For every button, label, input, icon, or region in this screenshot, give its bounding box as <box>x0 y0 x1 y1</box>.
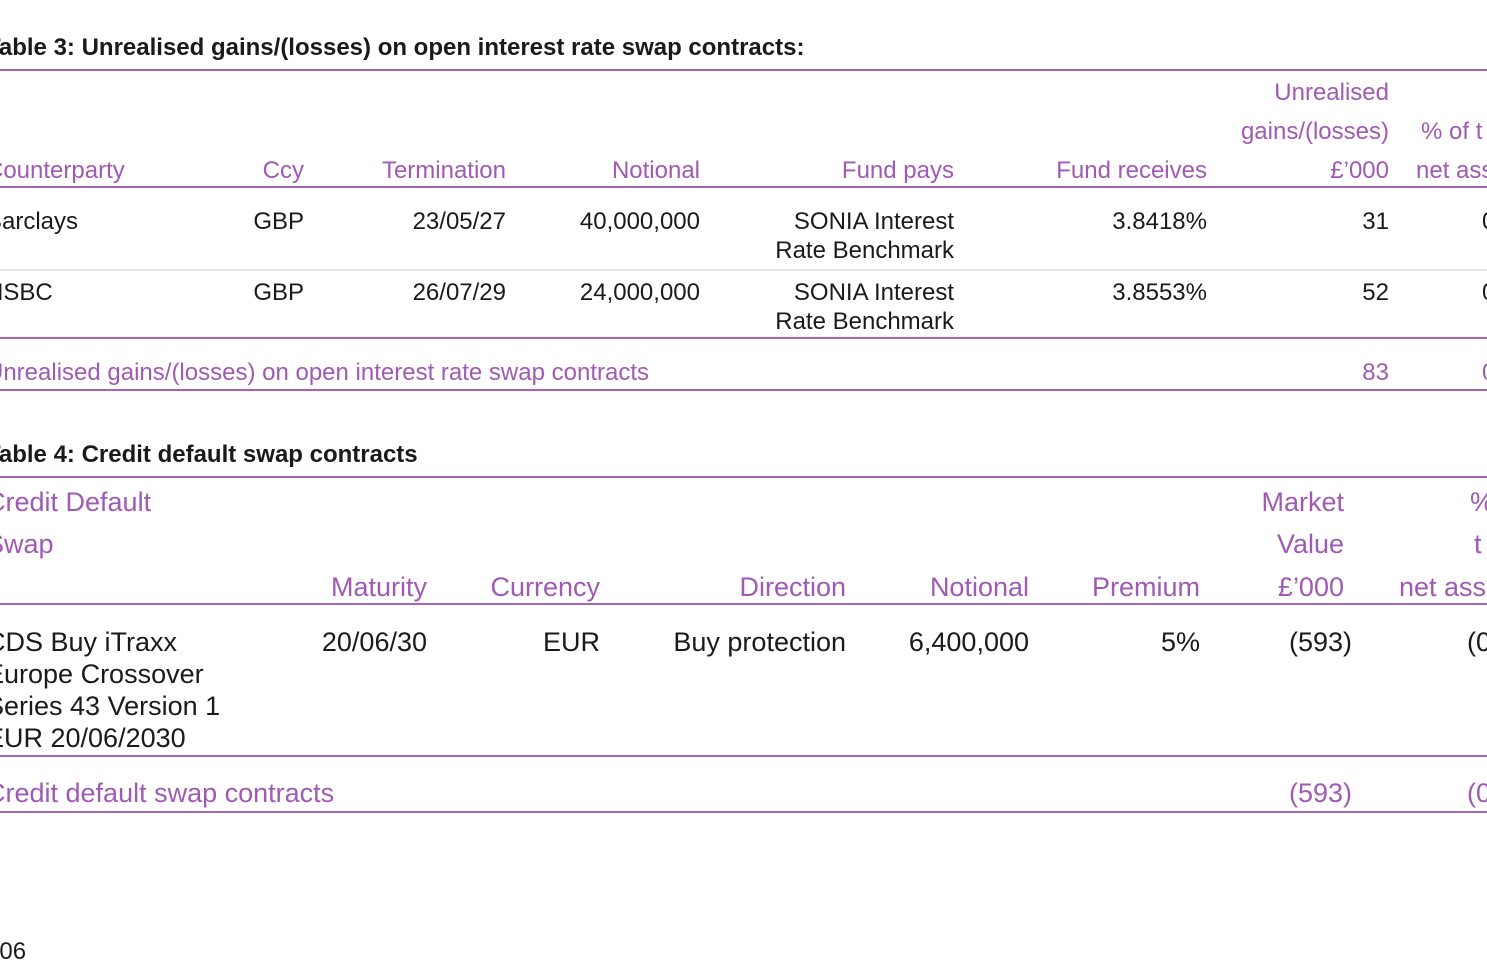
rule <box>0 476 1487 478</box>
column-header: Counterparty <box>0 157 125 184</box>
cell: Series 43 Version 1 <box>0 690 221 721</box>
column-header: Notional <box>929 571 1029 602</box>
column-header: net ass <box>1416 157 1487 184</box>
cell: 0 <box>1482 210 1487 234</box>
cell: 24,000,000 <box>579 279 700 306</box>
column-header: Market <box>1261 486 1344 517</box>
cell: HSBC <box>0 279 53 306</box>
cell: EUR <box>542 626 600 657</box>
column-header: % <box>1470 488 1487 516</box>
rule <box>0 269 1487 271</box>
rule <box>0 186 1487 188</box>
cell: 31 <box>1362 208 1389 235</box>
cell: CDS Buy iTraxx <box>0 626 178 657</box>
cell: 40,000,000 <box>579 208 700 235</box>
cell: GBP <box>253 279 304 306</box>
column-header: Premium <box>1091 571 1200 602</box>
table-title: Table 3: Unrealised gains/(losses) on op… <box>0 34 805 61</box>
cell: GBP <box>253 208 304 235</box>
column-header: Currency <box>490 571 600 602</box>
column-header: Swap <box>0 529 54 559</box>
column-header: Credit Default <box>0 486 152 517</box>
cell: 3.8553% <box>1112 279 1207 306</box>
column-header: Fund receives <box>1056 157 1207 184</box>
column-header: Unrealised <box>1274 79 1389 106</box>
cell: 26/07/29 <box>412 279 506 306</box>
column-header: Fund pays <box>841 157 954 184</box>
column-header: Value <box>1276 529 1344 559</box>
rule <box>0 755 1487 757</box>
column-header: net ass <box>1399 571 1487 602</box>
cell: EUR 20/06/2030 <box>0 722 186 753</box>
column-header: Ccy <box>262 157 304 184</box>
cell: 23/05/27 <box>412 208 506 235</box>
column-header: £’000 <box>1277 571 1344 602</box>
cell: Barclays <box>0 208 79 235</box>
rule <box>0 811 1487 813</box>
cell: Rate Benchmark <box>775 308 954 335</box>
total-value: 83 <box>1362 359 1389 386</box>
column-header: Notional <box>611 157 700 184</box>
page-number: 106 <box>0 938 27 961</box>
cell: 6,400,000 <box>908 626 1029 657</box>
cell: (0 <box>1467 626 1487 657</box>
cell: SONIA Interest <box>793 208 954 235</box>
cell: Europe Crossover <box>0 658 204 689</box>
rule <box>0 337 1487 339</box>
cell: (593) <box>1288 626 1352 657</box>
total-label: Credit default swap contracts <box>0 777 335 808</box>
cell: 52 <box>1362 279 1389 306</box>
cell: 0 <box>1482 281 1487 305</box>
column-header: £’000 <box>1330 157 1389 184</box>
total-pct: 0 <box>1482 361 1487 385</box>
cell: SONIA Interest <box>793 279 954 306</box>
cell: Buy protection <box>673 626 846 657</box>
cell: Rate Benchmark <box>775 237 954 264</box>
column-header: t <box>1474 529 1482 559</box>
column-header: % of t <box>1421 118 1483 145</box>
cell: 5% <box>1160 626 1200 657</box>
total-pct: (0 <box>1467 777 1487 808</box>
column-header: Termination <box>381 157 506 184</box>
total-label: Unrealised gains/(losses) on open intere… <box>0 359 649 386</box>
column-header: gains/(losses) <box>1240 118 1389 145</box>
rule <box>0 389 1487 391</box>
rule <box>0 69 1487 71</box>
rule <box>0 603 1487 605</box>
cell: 3.8418% <box>1112 208 1207 235</box>
table-title: Table 4: Credit default swap contracts <box>0 441 418 468</box>
cell: 20/06/30 <box>321 626 427 657</box>
column-header: Direction <box>739 571 846 602</box>
column-header: Maturity <box>330 571 427 602</box>
total-value: (593) <box>1288 777 1352 808</box>
